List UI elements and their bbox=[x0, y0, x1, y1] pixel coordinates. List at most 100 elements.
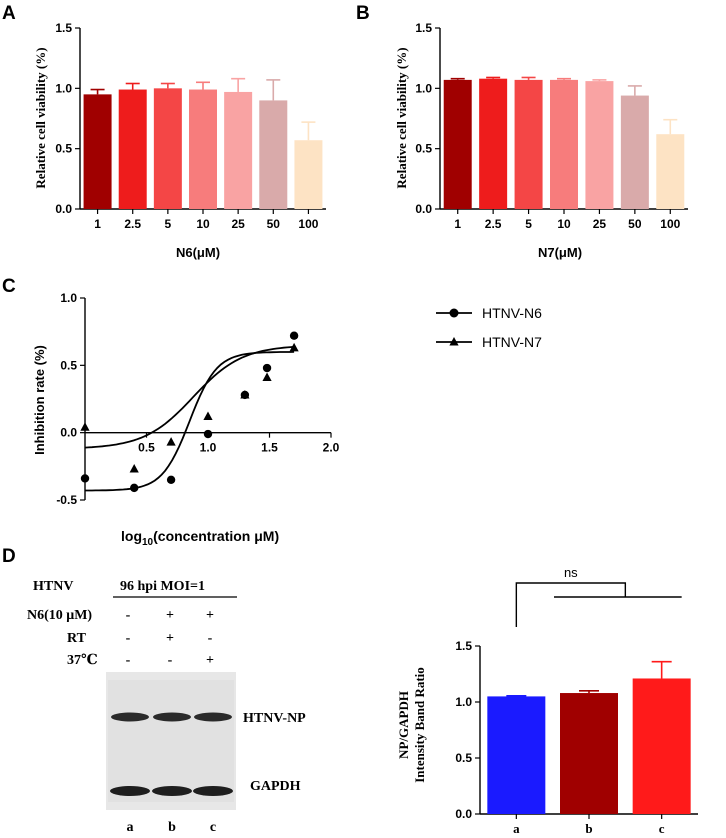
panel-c-x-label-log: log bbox=[121, 528, 142, 544]
gapdh-band bbox=[152, 786, 192, 796]
data-point-circle bbox=[130, 483, 139, 493]
y-tick-label: 0.0 bbox=[415, 202, 432, 216]
bar bbox=[259, 100, 288, 209]
blot-header-label: 96 hpi MOI=1 bbox=[120, 579, 205, 594]
panel-d-y-axis-label-line2: Intensity Band Ratio bbox=[412, 667, 427, 783]
blot-row-label: 37℃ bbox=[67, 653, 98, 668]
panel-a-y-axis-label: Relative cell viability (%) bbox=[33, 47, 48, 188]
np-band bbox=[153, 712, 191, 722]
gapdh-band bbox=[110, 786, 150, 796]
y-tick-label: 1.0 bbox=[55, 81, 72, 95]
x-tick-label: 1.5 bbox=[261, 441, 278, 455]
western-blot-panel: HTNV 96 hpi MOI=1 N6(10 μM) - + + RT - + - 37℃ - -… bbox=[27, 579, 306, 835]
blot-treatment-mark: - bbox=[126, 608, 131, 623]
bar bbox=[514, 79, 543, 210]
bar bbox=[224, 91, 253, 209]
y-tick-label: 1.5 bbox=[55, 21, 72, 35]
y-tick-label: 0.5 bbox=[60, 358, 77, 372]
y-tick-label: 0.0 bbox=[455, 807, 472, 821]
blot-membrane-shade bbox=[108, 680, 234, 802]
data-point-triangle bbox=[203, 411, 213, 421]
panel-c-x-label-subscript: 10 bbox=[142, 537, 154, 548]
blot-treatment-mark: + bbox=[166, 608, 174, 623]
data-point-triangle bbox=[262, 372, 272, 381]
y-tick-label: 0.5 bbox=[415, 142, 432, 156]
bar bbox=[479, 78, 508, 210]
blot-treatment-mark: - bbox=[208, 631, 213, 646]
x-tick-label: 5 bbox=[525, 217, 532, 231]
y-tick-label: 1.0 bbox=[455, 695, 472, 709]
bar bbox=[560, 693, 618, 814]
data-point-circle bbox=[289, 331, 299, 340]
blot-treatment-mark: - bbox=[126, 653, 131, 668]
legend-marker-circle bbox=[449, 308, 459, 318]
blot-lane-label: a bbox=[127, 820, 134, 835]
panel-c-legend: HTNV-N6 HTNV-N7 bbox=[436, 305, 542, 350]
significance-label: ns bbox=[564, 565, 578, 580]
y-tick-label: 1.5 bbox=[415, 21, 432, 35]
data-point-circle bbox=[262, 363, 272, 373]
x-tick-label: 1.0 bbox=[200, 441, 217, 455]
blot-lane-labels: a b c bbox=[127, 820, 217, 835]
x-tick-label: 1 bbox=[454, 217, 461, 231]
legend-label: HTNV-N6 bbox=[482, 305, 542, 321]
blot-band-label-np: HTNV-NP bbox=[243, 711, 306, 726]
x-tick-label: 100 bbox=[660, 217, 680, 231]
bar bbox=[118, 89, 147, 209]
y-tick-label: 0.0 bbox=[55, 202, 72, 216]
y-tick-label: 1.0 bbox=[415, 81, 432, 95]
data-point-triangle bbox=[80, 422, 90, 431]
panel-b-x-axis-label: N7(μM) bbox=[538, 245, 582, 260]
x-tick-label: 50 bbox=[628, 217, 642, 231]
chart-panel-b: Relative cell viability (%) N7(μM) 0.0 0.… bbox=[394, 21, 688, 260]
blot-htnv-label: HTNV bbox=[33, 579, 73, 594]
x-tick-label: 100 bbox=[298, 217, 318, 231]
blot-treatment-rows: N6(10 μM) - + + RT - + - 37℃ - - + bbox=[27, 608, 214, 668]
bar bbox=[620, 95, 649, 209]
x-tick-label: 10 bbox=[557, 217, 571, 231]
y-tick-label: 0.0 bbox=[60, 426, 77, 440]
y-tick-label: 1.0 bbox=[60, 291, 77, 305]
x-tick-label: 0.5 bbox=[138, 441, 155, 455]
y-tick-label: 1.5 bbox=[455, 639, 472, 653]
x-tick-label: b bbox=[585, 821, 592, 836]
x-tick-label: 2.5 bbox=[485, 217, 502, 231]
panel-label-b: B bbox=[356, 3, 370, 24]
panel-label-d: D bbox=[2, 546, 16, 567]
bar bbox=[443, 79, 472, 210]
blot-gapdh-bands bbox=[110, 786, 233, 796]
np-band bbox=[111, 712, 149, 722]
y-tick-label: 0.5 bbox=[55, 142, 72, 156]
data-point-triangle bbox=[289, 342, 299, 352]
blot-treatment-mark: + bbox=[166, 631, 174, 646]
blot-treatment-mark: + bbox=[206, 653, 214, 668]
chart-panel-d-bar: NP/GAPDH Intensity Band Ratio ns 0.0 0.5 1… bbox=[396, 565, 698, 836]
blot-image bbox=[106, 672, 236, 810]
legend-marker-triangle bbox=[449, 337, 459, 346]
fit-curve-htnv-n7 bbox=[84, 345, 295, 449]
data-point-triangle bbox=[240, 389, 250, 399]
blot-row-label: RT bbox=[67, 631, 87, 646]
chart-panel-c: Inhibition rate (%) log10(concentration … bbox=[32, 291, 542, 548]
blot-lane-label: c bbox=[210, 820, 216, 835]
bar bbox=[153, 88, 182, 209]
bar bbox=[294, 140, 323, 209]
panel-b-y-axis-label: Relative cell viability (%) bbox=[394, 47, 409, 188]
x-tick-label: 2.5 bbox=[124, 217, 141, 231]
bar bbox=[656, 134, 685, 209]
panel-d-y-axis-label-line1: NP/GAPDH bbox=[396, 691, 411, 759]
x-tick-label: 1 bbox=[94, 217, 101, 231]
chart-panel-a: Relative cell viability (%) N6(μM) 0.0 0.… bbox=[33, 21, 326, 260]
gapdh-band bbox=[193, 786, 233, 796]
data-point-triangle bbox=[166, 437, 176, 446]
significance-bracket bbox=[515, 582, 627, 627]
panel-c-y-axis-label: Inhibition rate (%) bbox=[32, 345, 47, 455]
data-point-circle bbox=[166, 475, 176, 484]
blot-treatment-mark: + bbox=[206, 608, 214, 623]
y-tick-label: 0.5 bbox=[455, 751, 472, 765]
blot-row-label: N6(10 μM) bbox=[27, 608, 92, 623]
bar bbox=[83, 94, 112, 209]
x-tick-label: 50 bbox=[267, 217, 281, 231]
data-point-circle bbox=[80, 474, 90, 483]
np-band bbox=[194, 712, 232, 722]
